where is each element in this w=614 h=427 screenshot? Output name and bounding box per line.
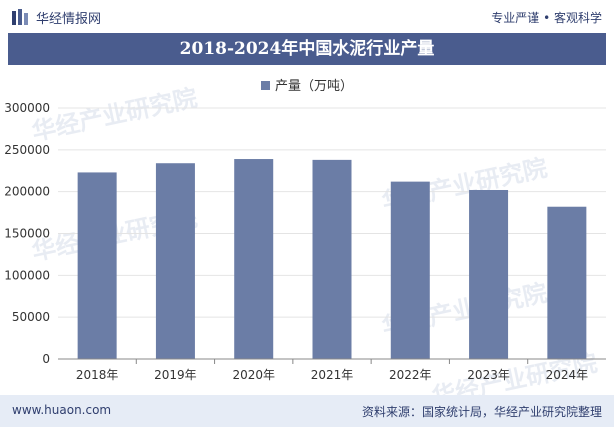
x-axis-ticks: 2018年 2019年 2020年 2021年 2022年 2023年 2024年 — [76, 359, 588, 382]
footer-bar: www.huaon.com 资料来源：国家统计局，华经产业研究院整理 — [0, 395, 614, 427]
y-tick-label: 200000 — [4, 185, 50, 199]
legend-label: 产量（万吨） — [274, 79, 353, 94]
y-axis-ticks: 0 50000 100000 150000 200000 250000 300000 — [4, 101, 50, 366]
bar — [234, 159, 274, 359]
x-tick-label: 2023年 — [467, 368, 510, 382]
bar — [547, 206, 587, 359]
legend: 产量（万吨） — [0, 75, 614, 94]
y-tick-label: 250000 — [4, 143, 50, 157]
bars — [77, 159, 587, 359]
x-tick-label: 2021年 — [311, 368, 354, 382]
header-bar: 华经情报网 专业严谨 • 客观科学 — [0, 0, 614, 32]
y-tick-label: 150000 — [4, 227, 50, 241]
x-tick-label: 2019年 — [154, 368, 197, 382]
footer-source: 资料来源：国家统计局，华经产业研究院整理 — [361, 405, 602, 419]
bar — [77, 172, 117, 359]
logo-icon — [12, 9, 28, 25]
y-tick-label: 50000 — [12, 310, 50, 324]
y-tick-label: 100000 — [4, 268, 50, 282]
footer-site: www.huaon.com — [12, 403, 112, 417]
x-tick-label: 2018年 — [76, 368, 119, 382]
x-tick-label: 2020年 — [232, 368, 275, 382]
chart-title: 2018-2024年中国水泥行业产量 — [8, 33, 606, 65]
x-tick-label: 2024年 — [546, 368, 589, 382]
legend-swatch — [260, 81, 270, 90]
bar — [469, 189, 509, 359]
bar — [390, 181, 430, 359]
y-tick-label: 300000 — [4, 101, 50, 115]
bar — [155, 163, 195, 359]
x-tick-label: 2022年 — [389, 368, 432, 382]
site-name: 华经情报网 — [36, 12, 102, 27]
slogan: 专业严谨 • 客观科学 — [491, 11, 602, 25]
y-tick-label: 0 — [42, 352, 50, 366]
bar — [312, 159, 352, 359]
bar-chart: 0 50000 100000 150000 200000 250000 300000 201… — [4, 101, 606, 382]
